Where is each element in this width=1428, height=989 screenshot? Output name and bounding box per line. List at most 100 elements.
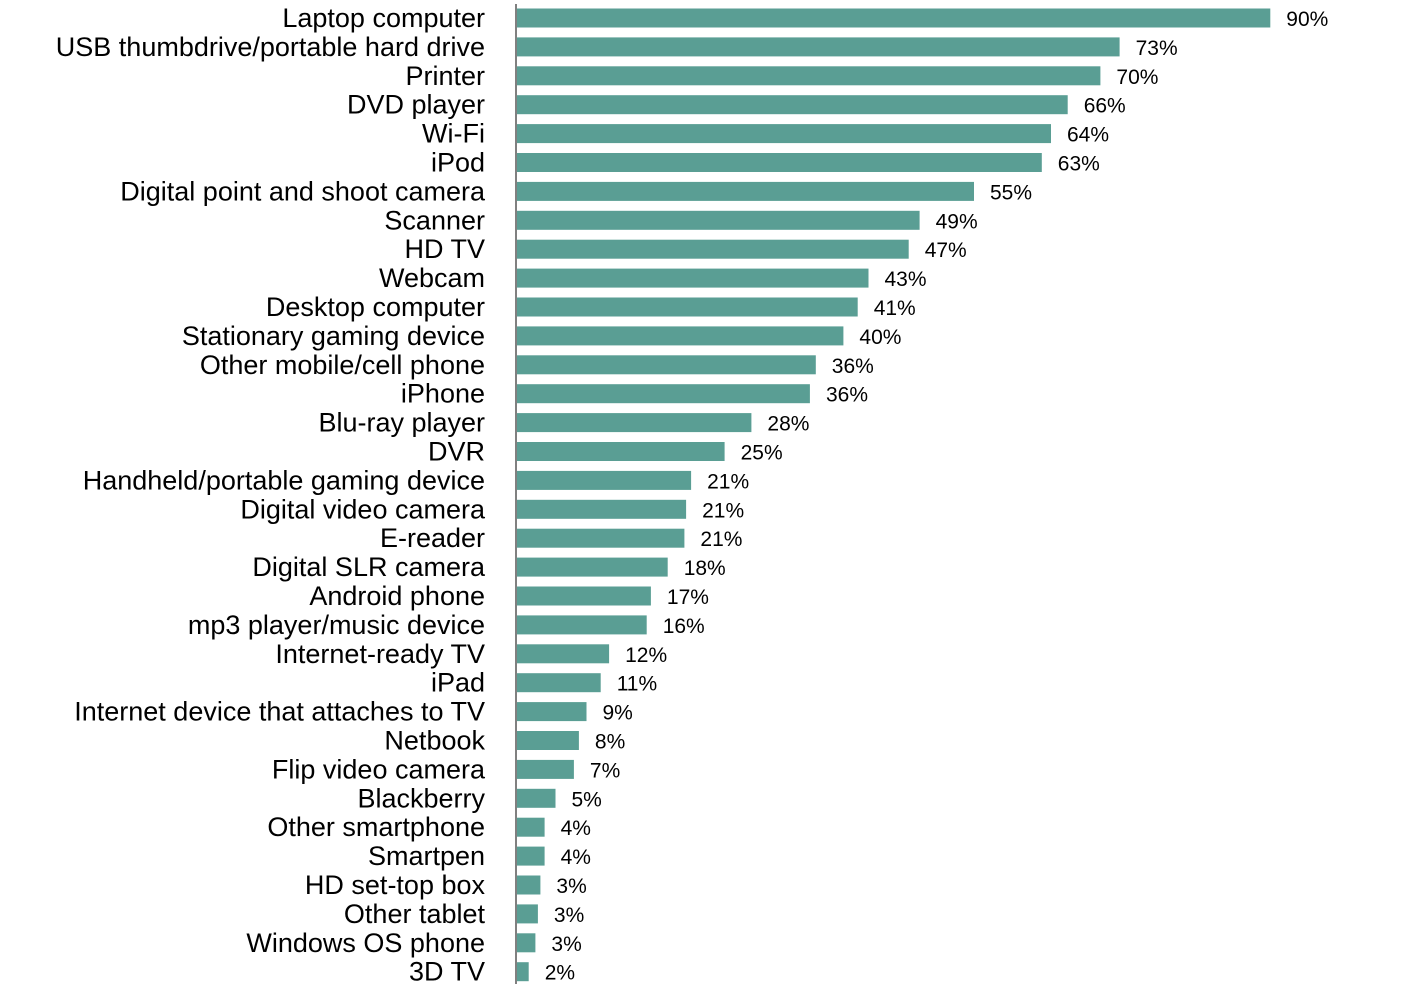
bar <box>517 499 687 519</box>
category-label: iPhone <box>401 379 485 409</box>
bar <box>517 586 651 606</box>
category-label: HD TV <box>404 234 485 264</box>
bar <box>517 297 858 317</box>
category-label: Digital video camera <box>240 494 486 524</box>
data-label: 36% <box>832 355 874 378</box>
data-label: 17% <box>667 586 709 609</box>
data-label: 8% <box>595 731 625 754</box>
category-label: Other tablet <box>344 899 486 929</box>
data-label: 16% <box>663 615 705 638</box>
data-label: 40% <box>859 326 901 349</box>
data-label: 55% <box>990 181 1032 204</box>
bar <box>517 470 692 490</box>
bar <box>517 933 536 953</box>
bar <box>517 355 816 375</box>
data-label: 28% <box>767 413 809 436</box>
data-label: 7% <box>590 759 620 782</box>
data-label: 90% <box>1286 8 1328 31</box>
category-label: Internet-ready TV <box>275 639 485 669</box>
bar <box>517 817 545 837</box>
bar <box>517 702 587 722</box>
data-label: 3% <box>554 904 584 927</box>
data-label: 66% <box>1084 95 1126 118</box>
category-label: Scanner <box>384 205 485 235</box>
bar <box>517 731 579 750</box>
category-label: Blackberry <box>357 783 485 813</box>
category-label: Stationary gaming device <box>182 321 485 351</box>
category-label: iPod <box>431 148 485 178</box>
bar <box>517 210 920 230</box>
bar <box>517 181 974 201</box>
category-label: USB thumbdrive/portable hard drive <box>56 32 485 62</box>
bar <box>517 326 844 346</box>
bar <box>517 904 538 924</box>
data-label: 11% <box>617 673 657 696</box>
category-label: mp3 player/music device <box>188 610 485 640</box>
bar <box>517 384 810 404</box>
data-label: 47% <box>925 239 967 262</box>
data-label: 3% <box>556 875 586 898</box>
category-label: Digital SLR camera <box>252 552 486 582</box>
category-label: Smartpen <box>368 841 485 871</box>
data-label: 21% <box>707 470 749 493</box>
bar <box>517 95 1068 115</box>
category-label: Printer <box>405 61 485 91</box>
bar <box>517 528 685 548</box>
category-label: Digital point and shoot camera <box>120 176 486 206</box>
category-label: Blu-ray player <box>318 408 485 438</box>
value-labels: 90% 73% 70% 66% 64% 63% 55% 49% 47% 43% 41% 40% 36% 3… <box>545 8 1329 985</box>
bar <box>517 615 647 635</box>
bar <box>517 557 668 577</box>
bar <box>517 413 752 433</box>
bar <box>517 268 869 288</box>
category-label: iPad <box>431 668 485 698</box>
category-label: DVD player <box>347 90 485 120</box>
category-label: Flip video camera <box>272 754 486 784</box>
data-label: 2% <box>545 962 575 984</box>
data-label: 64% <box>1067 124 1109 147</box>
data-label: 63% <box>1058 153 1100 176</box>
data-label: 43% <box>885 268 927 291</box>
data-label: 12% <box>625 644 667 667</box>
bar <box>517 759 574 779</box>
category-label: Wi-Fi <box>422 119 485 149</box>
bar <box>517 124 1051 144</box>
category-label: Internet device that attaches to TV <box>74 697 485 727</box>
data-label: 9% <box>603 702 633 725</box>
data-label: 49% <box>936 210 978 233</box>
category-label: Other smartphone <box>267 812 485 842</box>
data-label: 4% <box>561 846 591 869</box>
data-label: 41% <box>874 297 916 320</box>
bar <box>517 442 725 461</box>
category-label: Laptop computer <box>282 3 485 33</box>
data-label: 73% <box>1136 37 1178 60</box>
data-label: 4% <box>561 817 591 840</box>
bar <box>517 37 1120 57</box>
bar <box>517 875 541 895</box>
category-label: Handheld/portable gaming device <box>83 465 485 495</box>
category-label: Other mobile/cell phone <box>200 350 485 380</box>
bar <box>517 153 1042 172</box>
bar <box>517 846 545 866</box>
bar <box>517 8 1271 28</box>
bar <box>517 66 1101 86</box>
category-label: Desktop computer <box>266 292 485 322</box>
data-label: 25% <box>741 442 783 465</box>
bar <box>517 673 601 693</box>
category-label: HD set-top box <box>305 870 486 900</box>
data-label: 21% <box>702 499 744 522</box>
data-label: 36% <box>826 384 868 407</box>
category-label: Webcam <box>379 263 485 293</box>
category-label: Netbook <box>384 726 485 756</box>
data-label: 5% <box>572 788 602 811</box>
category-label: DVR <box>428 437 485 467</box>
category-label: 3D TV <box>409 957 485 984</box>
bars-layer <box>517 8 1271 982</box>
bar <box>517 962 529 982</box>
data-label: 70% <box>1116 66 1158 89</box>
data-label: 21% <box>700 528 742 551</box>
category-label: Android phone <box>309 581 485 611</box>
